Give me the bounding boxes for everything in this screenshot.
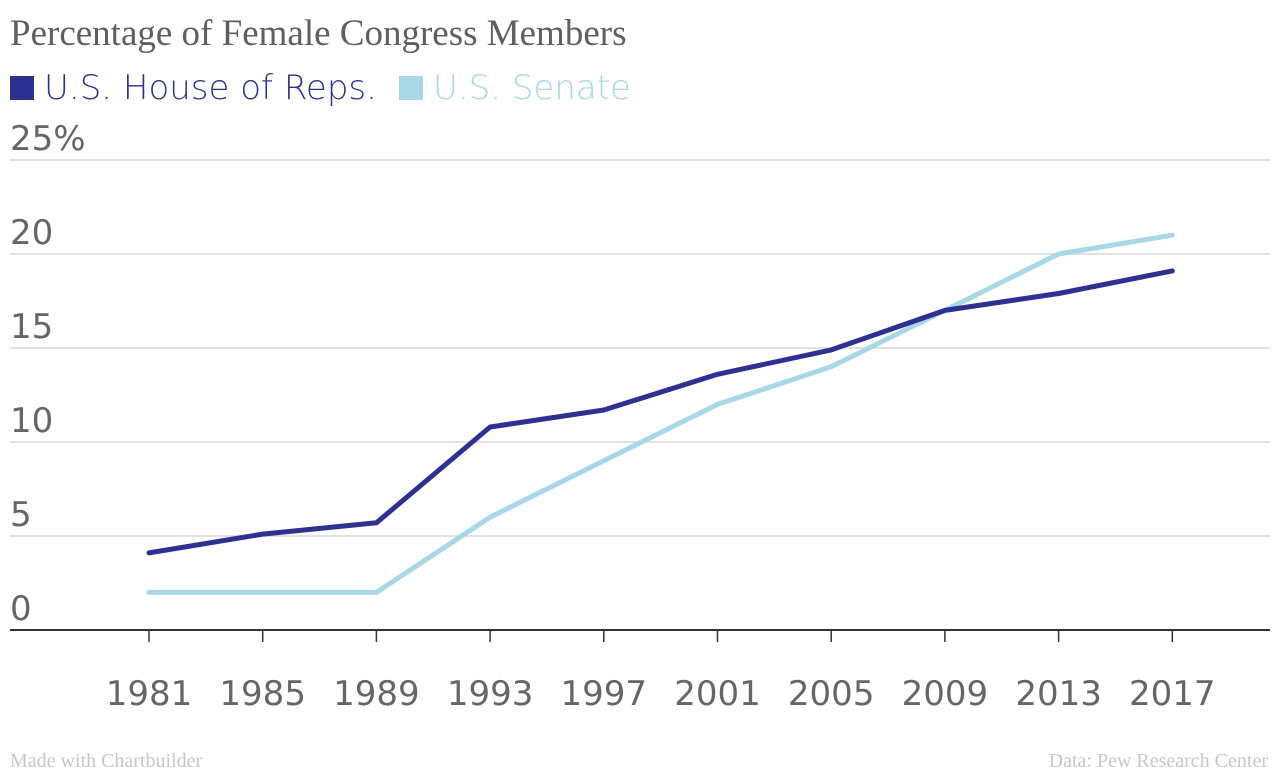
x-tick-label-2009: 2009	[902, 674, 989, 714]
legend-swatch-house	[10, 76, 34, 100]
x-tick-label-2013: 2013	[1015, 674, 1102, 714]
legend-item-house: U.S. House of Reps.	[10, 68, 377, 108]
chart-title: Percentage of Female Congress Members	[10, 13, 627, 54]
x-tick-label-2001: 2001	[674, 674, 761, 714]
y-tick-label-0: 0	[10, 589, 32, 629]
legend-label-senate: U.S. Senate	[432, 68, 631, 108]
y-tick-label-5: 5	[10, 495, 32, 535]
legend-swatch-senate	[398, 76, 423, 100]
x-tick-label-1989: 1989	[333, 674, 420, 714]
series-line-senate	[146, 232, 1175, 595]
x-tick-label-1985: 1985	[219, 674, 306, 714]
legend-item-senate: U.S. Senate	[398, 68, 631, 108]
legend: U.S. House of Reps. U.S. Senate	[10, 68, 653, 108]
series-line-house	[146, 268, 1175, 556]
x-tick-label-1997: 1997	[561, 674, 648, 714]
x-tick-label-1993: 1993	[447, 674, 534, 714]
source-text: Data: Pew Research Center	[1048, 750, 1268, 772]
y-tick-label-25: 25%	[10, 119, 86, 159]
y-tick-label-15: 15	[10, 307, 53, 347]
x-tick-label-1981: 1981	[106, 674, 193, 714]
y-tick-label-20: 20	[10, 213, 53, 253]
x-tick-label-2005: 2005	[788, 674, 875, 714]
legend-label-house: U.S. House of Reps.	[44, 68, 377, 108]
credit-text: Made with Chartbuilder	[10, 750, 203, 772]
x-tick-label-2017: 2017	[1129, 674, 1216, 714]
y-tick-label-10: 10	[10, 401, 53, 441]
